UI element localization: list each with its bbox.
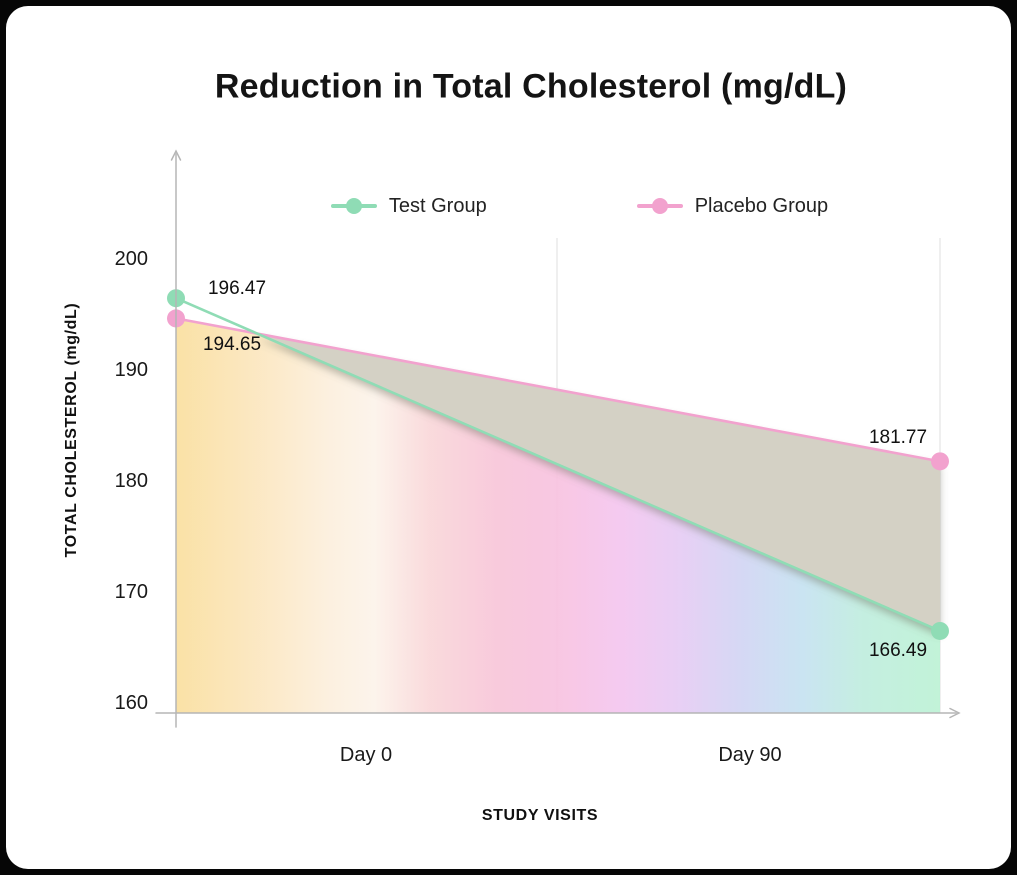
- data-point[interactable]: [931, 452, 949, 471]
- y-axis-title: TOTAL CHOLESTEROL (mg/dL): [63, 302, 80, 558]
- x-axis-tick-label: Day 90: [718, 744, 782, 766]
- line-dot-marker-icon: [636, 198, 683, 214]
- x-axis-tick-label: Day 0: [339, 744, 393, 766]
- data-label-test-day0: 196.47: [207, 278, 267, 300]
- y-axis-tick-label: 180: [114, 470, 148, 492]
- y-axis-tick-label: 200: [114, 248, 148, 270]
- data-label-placebo-day0: 194.65: [202, 334, 262, 356]
- data-label-placebo-day90: 181.77: [868, 427, 928, 449]
- y-axis-tick-label: 190: [114, 359, 148, 381]
- legend-item-placebo-group[interactable]: Placebo Group: [636, 194, 829, 218]
- legend-label: Test Group: [388, 194, 487, 217]
- line-dot-marker-icon: [330, 198, 377, 214]
- legend-item-test-group[interactable]: Test Group: [330, 194, 487, 218]
- y-axis-tick-label: 160: [114, 692, 148, 714]
- legend-label: Placebo Group: [694, 194, 829, 217]
- data-point[interactable]: [931, 621, 949, 640]
- x-axis-title: STUDY VISITS: [481, 807, 599, 824]
- chart-title: Reduction in Total Cholesterol (mg/dL): [214, 67, 848, 106]
- data-label-test-day90: 166.49: [868, 639, 928, 661]
- legend: Test Group Placebo Group: [142, 191, 1017, 221]
- y-axis-tick-label: 170: [114, 581, 148, 603]
